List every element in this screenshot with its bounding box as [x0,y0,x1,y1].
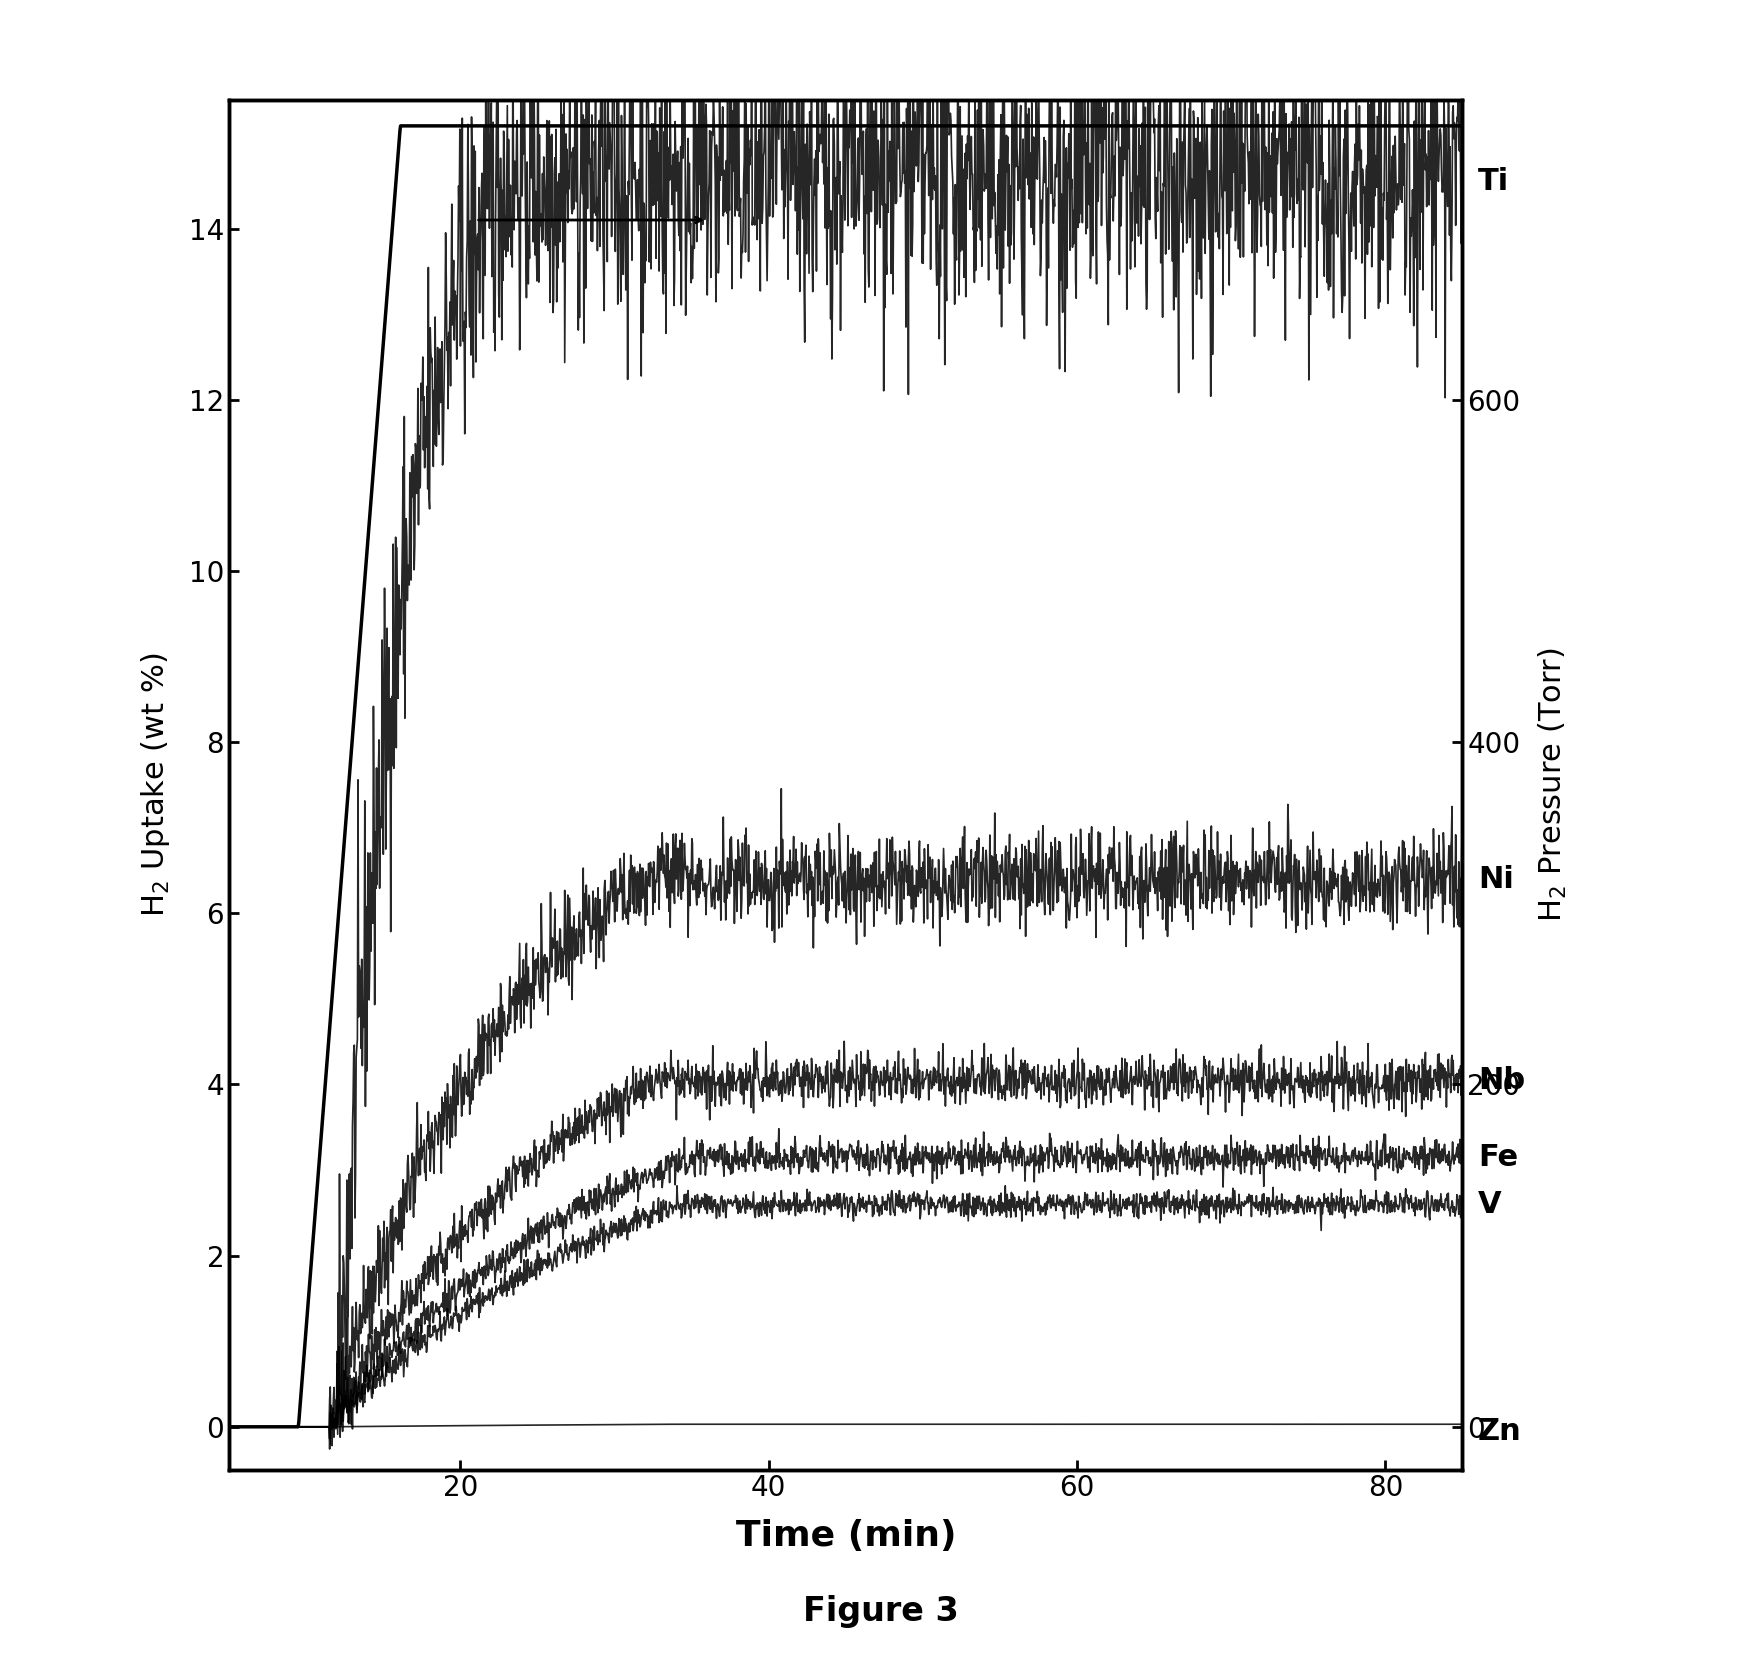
Text: V: V [1478,1189,1501,1219]
Text: Ti: Ti [1478,167,1508,195]
X-axis label: Time (min): Time (min) [735,1520,957,1553]
Y-axis label: H$_2$ Pressure (Torr): H$_2$ Pressure (Torr) [1536,648,1570,922]
Text: Fe: Fe [1478,1142,1519,1172]
Text: Zn: Zn [1478,1416,1522,1446]
Y-axis label: H$_2$ Uptake (wt %): H$_2$ Uptake (wt %) [139,653,173,917]
Text: Figure 3: Figure 3 [803,1595,959,1628]
Text: Nb: Nb [1478,1065,1524,1094]
Text: Ni: Ni [1478,865,1514,893]
